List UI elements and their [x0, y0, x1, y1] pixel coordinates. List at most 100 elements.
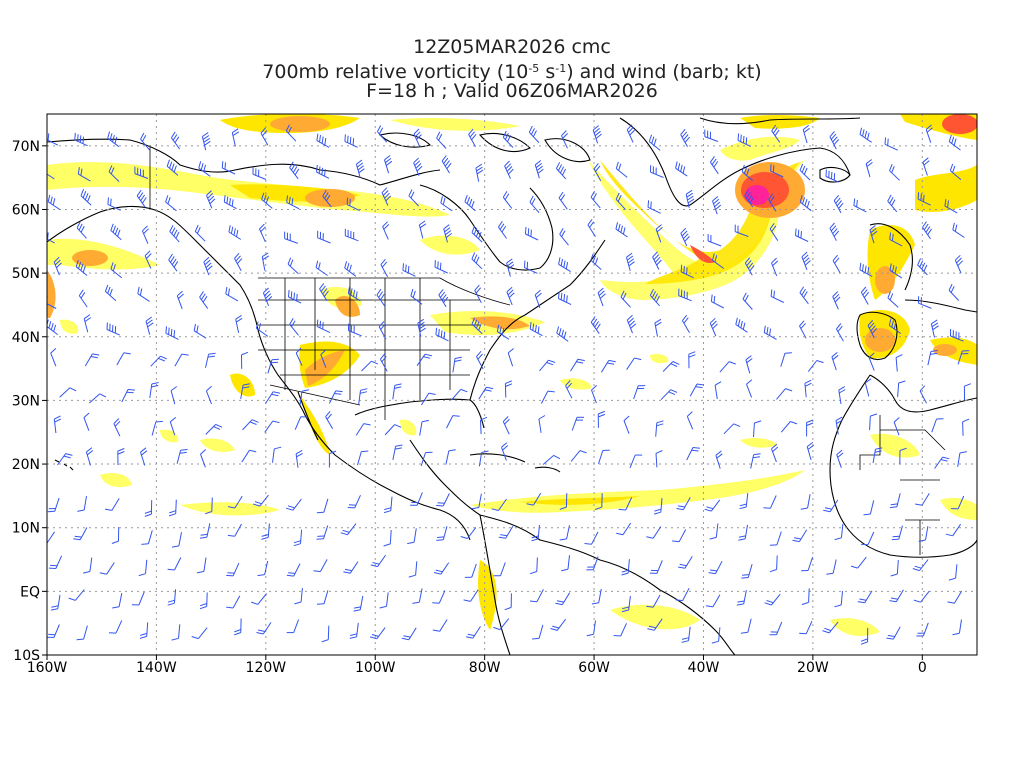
wind-barb [780, 421, 798, 433]
wind-barb [348, 323, 362, 337]
wind-barb [740, 618, 752, 634]
wind-barb [446, 415, 460, 429]
wind-barb [346, 197, 360, 212]
wind-barb [709, 317, 718, 337]
wind-barb [506, 258, 515, 277]
wind-barb [685, 189, 695, 208]
wind-barb [205, 352, 216, 368]
wind-barb [74, 132, 88, 147]
wind-barb [646, 526, 662, 539]
wind-barb [853, 198, 867, 213]
wind-barb [832, 291, 841, 310]
wind-barb [369, 627, 386, 640]
wind-barb [460, 527, 477, 539]
wind-barb [887, 194, 898, 213]
wind-barb [256, 622, 272, 635]
wind-barb [768, 193, 777, 212]
wind-barb [149, 382, 159, 398]
wind-barb [293, 529, 303, 547]
wind-barb [889, 493, 901, 509]
wind-barb [947, 590, 963, 604]
wind-barb [88, 393, 107, 404]
lon-label: 60W [578, 660, 610, 676]
wind-barb [869, 225, 878, 244]
wind-barb [286, 195, 300, 210]
wind-barb [117, 448, 125, 466]
wind-barb [47, 194, 61, 210]
wind-barb [834, 523, 844, 541]
wind-barb [801, 557, 814, 572]
wind-barb [895, 354, 903, 372]
wind-barb [807, 360, 824, 372]
wind-barb [558, 257, 571, 273]
wind-barb [561, 555, 570, 572]
wind-barb [594, 493, 603, 510]
wind-barb [113, 418, 121, 437]
wind-barb [452, 356, 462, 373]
wind-barb [860, 627, 869, 645]
longitude-labels: 160W 140W 120W 100W 80W 60W 40W 20W 0 [27, 660, 927, 676]
wind-barb [867, 320, 878, 339]
wind-barb [48, 555, 63, 569]
wind-barb [413, 128, 422, 148]
title-line2-pre: 700mb relative vorticity (10 [262, 61, 529, 83]
wind-barb [922, 221, 933, 240]
wind-barb [590, 190, 601, 209]
wind-barb [151, 420, 163, 436]
wind-barb [800, 494, 811, 510]
wind-barb [723, 423, 741, 435]
wind-barb [592, 125, 602, 144]
wind-barb [833, 194, 844, 214]
wind-barb [832, 254, 841, 274]
wind-barb [445, 449, 456, 465]
wind-barb [80, 189, 92, 206]
wind-barb [285, 498, 302, 511]
wind-barb [493, 562, 506, 577]
wind-barb [680, 128, 690, 148]
wind-barb [328, 450, 337, 468]
wind-barb [712, 253, 725, 269]
wind-barb [112, 593, 123, 609]
wind-barb [440, 196, 453, 212]
lon-label: 0 [918, 660, 927, 676]
wind-barb [860, 531, 875, 546]
wind-barb [917, 192, 931, 206]
wind-barb [715, 450, 723, 469]
wind-barb [859, 262, 873, 277]
wind-barb [893, 417, 900, 436]
wind-barb [174, 353, 189, 367]
wind-barb [586, 620, 596, 637]
wind-barb [167, 557, 182, 571]
wind-barb [524, 260, 538, 274]
wind-barb [234, 618, 242, 636]
wind-barb [285, 124, 297, 142]
wind-barb [110, 223, 122, 241]
wind-barb [227, 523, 242, 537]
wind-barb [443, 224, 453, 243]
wind-barb [584, 531, 599, 545]
wind-barb [353, 595, 364, 612]
lat-label: 10N [12, 521, 40, 537]
wind-barb [265, 391, 281, 404]
wind-barb [559, 228, 569, 246]
wind-barb [226, 595, 241, 609]
wind-barb [299, 389, 310, 406]
wind-barb [899, 447, 907, 465]
wind-barb [436, 131, 447, 149]
wind-barb [85, 447, 94, 466]
wind-barb [888, 318, 901, 334]
wind-barb [534, 289, 542, 309]
wind-barb [383, 529, 392, 547]
wind-barb [745, 355, 753, 374]
wind-barb [655, 420, 664, 437]
wind-barb [432, 590, 446, 604]
wind-barb [319, 283, 329, 302]
wind-barb [392, 444, 403, 460]
wind-barb [168, 253, 179, 272]
wind-barb [869, 413, 878, 431]
wind-barb [53, 415, 62, 434]
wind-barb [801, 251, 811, 270]
title-exponent-2: -1 [555, 62, 567, 75]
wind-barb [891, 525, 903, 541]
wind-barb [531, 524, 540, 542]
